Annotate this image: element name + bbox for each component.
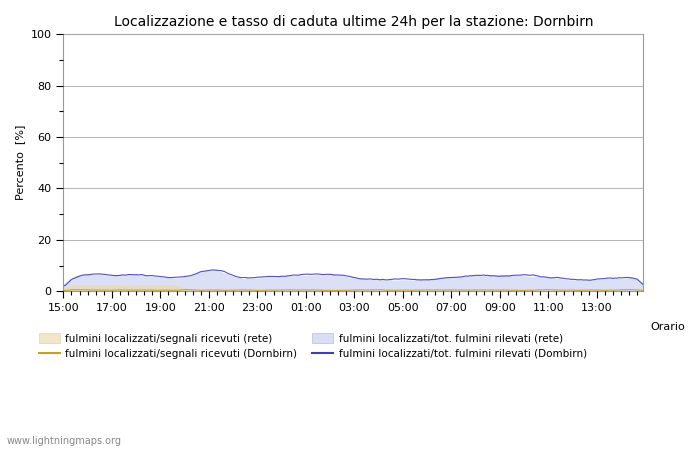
Y-axis label: Percento  [%]: Percento [%] (15, 125, 25, 201)
Text: www.lightningmaps.org: www.lightningmaps.org (7, 436, 122, 446)
Legend: fulmini localizzati/segnali ricevuti (rete), fulmini localizzati/segnali ricevut: fulmini localizzati/segnali ricevuti (re… (35, 329, 591, 363)
Title: Localizzazione e tasso di caduta ultime 24h per la stazione: Dornbirn: Localizzazione e tasso di caduta ultime … (113, 15, 593, 29)
Text: Orario: Orario (650, 322, 685, 332)
